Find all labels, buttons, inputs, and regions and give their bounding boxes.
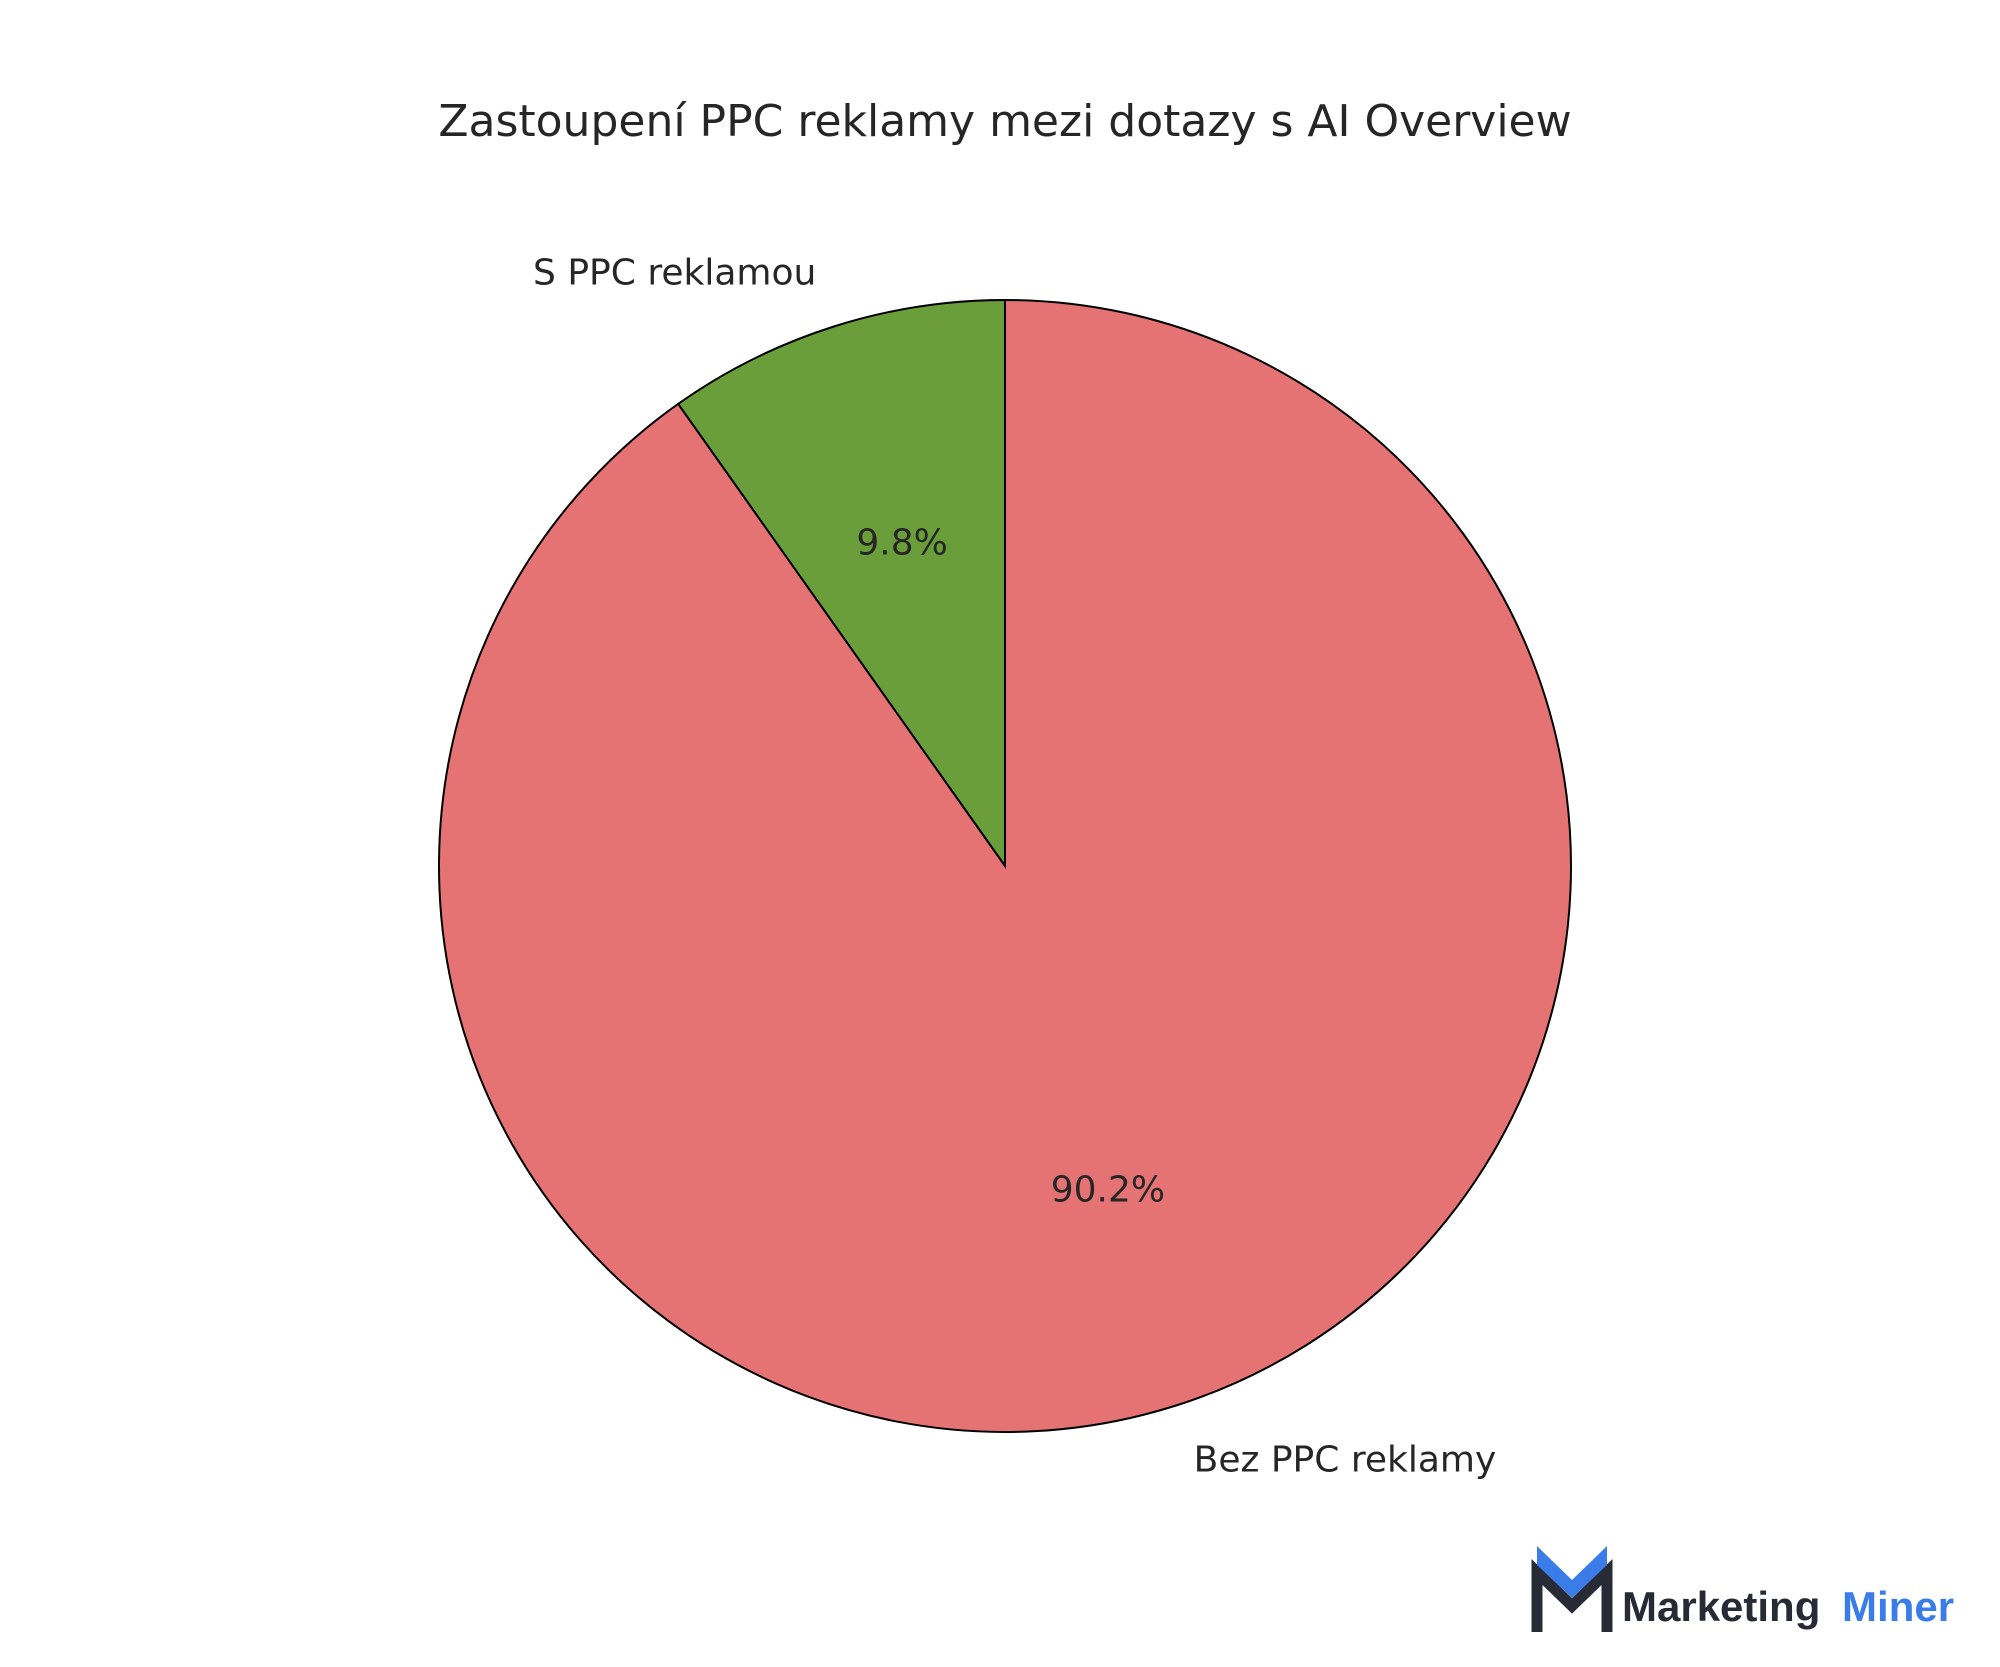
slice-category-label: S PPC reklamou [533,253,816,294]
slice-category-label: Bez PPC reklamy [1194,1439,1497,1480]
svg-text:Marketing Miner: Marketing Miner [1622,1583,1954,1630]
marketing-miner-logo: Marketing Miner [1531,1546,1954,1632]
chart-title: Zastoupení PPC reklamy mezi dotazy s AI … [438,96,1571,147]
slice-percent-label: 90.2% [1051,1170,1165,1211]
logo-word-marketing: Marketing [1622,1583,1820,1630]
pie-slice-1 [676,298,1006,870]
pie-labels: 9.8% S PPC reklamou 90.2% Bez PPC reklamy [533,253,1496,1481]
logo-mark-icon [1531,1546,1613,1632]
pie-slice-2 [438,298,1572,1433]
slice-percent-label: 9.8% [856,522,947,563]
pie-slices [438,298,1572,1433]
logo-word-miner: Miner [1842,1583,1954,1630]
